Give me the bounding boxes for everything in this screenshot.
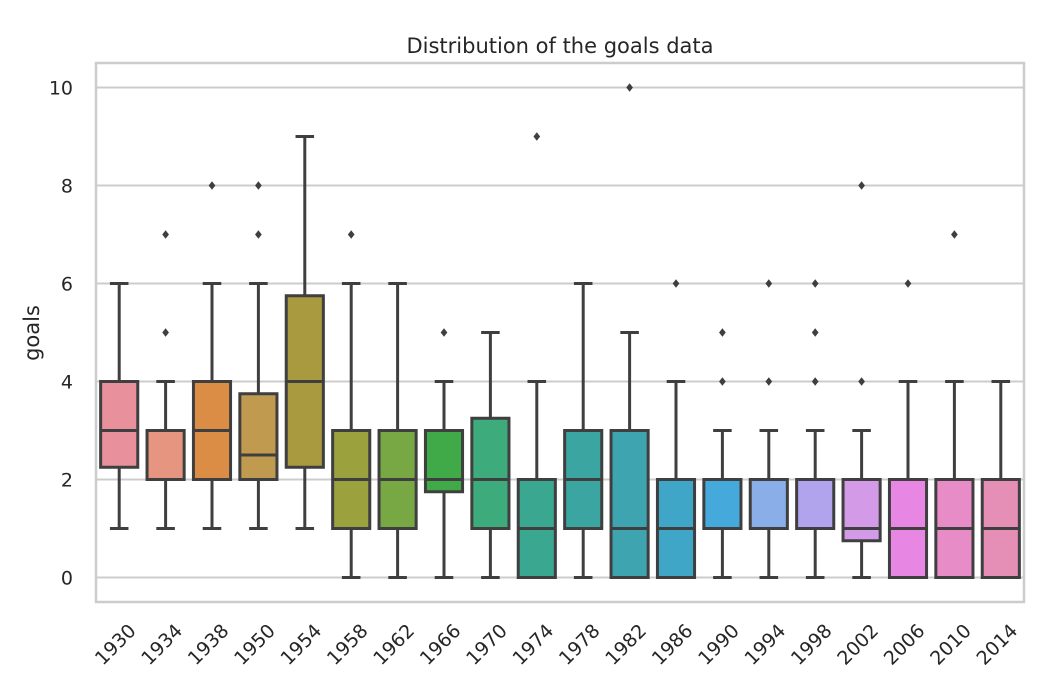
outlier-point bbox=[208, 181, 216, 190]
y-tick-label: 4 bbox=[61, 372, 73, 394]
x-tick-label: 1974 bbox=[508, 620, 558, 670]
x-tick-label: 1938 bbox=[184, 620, 234, 670]
box-body bbox=[470, 416, 511, 530]
outlier-point bbox=[811, 377, 819, 386]
y-tick-label: 8 bbox=[61, 176, 73, 198]
box-body bbox=[99, 380, 140, 469]
x-tick-label: 1958 bbox=[323, 620, 373, 670]
box-body bbox=[841, 478, 882, 543]
x-tick-label: 1970 bbox=[462, 620, 512, 670]
y-axis-label: goals bbox=[20, 305, 44, 361]
box-1970 bbox=[470, 331, 511, 579]
x-tick-label: 1954 bbox=[276, 620, 326, 670]
x-tick-label: 1962 bbox=[369, 620, 419, 670]
x-tick-label: 1998 bbox=[787, 620, 837, 670]
box-2002 bbox=[841, 181, 882, 579]
box-1954 bbox=[284, 135, 325, 530]
outlier-point bbox=[951, 230, 958, 239]
chart-title: Distribution of the goals data bbox=[406, 34, 713, 58]
outlier-point bbox=[811, 279, 819, 288]
outlier-point bbox=[858, 181, 865, 190]
box-2010 bbox=[934, 230, 975, 579]
box-1950 bbox=[238, 181, 279, 530]
x-tick-label: 2002 bbox=[833, 620, 883, 670]
outlier-point bbox=[626, 83, 633, 92]
box-body bbox=[702, 478, 743, 530]
outlier-point bbox=[347, 230, 355, 239]
box-body bbox=[795, 478, 836, 530]
box-1938 bbox=[191, 181, 233, 530]
box-1934 bbox=[145, 230, 186, 530]
outlier-point bbox=[255, 230, 262, 239]
x-tick-label: 1966 bbox=[416, 620, 466, 670]
box-2006 bbox=[887, 279, 929, 579]
box-1990 bbox=[702, 328, 743, 579]
y-tick-label: 10 bbox=[49, 78, 73, 100]
outlier-point bbox=[162, 230, 169, 239]
outlier-point bbox=[765, 279, 773, 288]
x-tick-label: 1978 bbox=[555, 620, 605, 670]
outlier-point bbox=[904, 279, 912, 288]
box-1962 bbox=[377, 282, 418, 579]
box-1986 bbox=[655, 279, 697, 579]
y-tick-label: 2 bbox=[61, 470, 73, 492]
x-tick-label: 1982 bbox=[601, 620, 651, 670]
x-tick-label: 1994 bbox=[740, 620, 790, 670]
outlier-point bbox=[672, 279, 680, 288]
y-tick-label: 0 bbox=[61, 568, 73, 590]
box-1998 bbox=[795, 279, 836, 579]
x-tick-label: 1990 bbox=[694, 620, 744, 670]
box-2014 bbox=[980, 380, 1021, 579]
outlier-point bbox=[719, 328, 726, 337]
outlier-point bbox=[440, 328, 448, 337]
x-tick-label: 1934 bbox=[137, 620, 187, 670]
y-axis-ticks: 0 2 4 6 8 10 bbox=[49, 78, 73, 590]
x-tick-label: 2010 bbox=[926, 620, 976, 670]
x-tick-label: 1986 bbox=[648, 620, 698, 670]
box-1982 bbox=[609, 83, 650, 579]
outlier-point bbox=[858, 377, 865, 386]
x-tick-label: 1930 bbox=[91, 620, 141, 670]
x-axis-ticks: 1930193419381950195419581962196619701974… bbox=[91, 620, 1022, 670]
box-1930 bbox=[99, 282, 140, 530]
box-body bbox=[748, 478, 789, 530]
outlier-point bbox=[719, 377, 726, 386]
box-body bbox=[238, 392, 279, 481]
x-tick-label: 2006 bbox=[880, 620, 930, 670]
box-1978 bbox=[563, 282, 604, 579]
x-tick-label: 1950 bbox=[230, 620, 280, 670]
box-body bbox=[609, 429, 650, 579]
outlier-point bbox=[255, 181, 262, 190]
outlier-point bbox=[811, 328, 819, 337]
box-1958 bbox=[331, 230, 372, 579]
grid-lines bbox=[96, 86, 1024, 579]
box-series bbox=[99, 83, 1021, 579]
box-body bbox=[423, 429, 465, 494]
box-body bbox=[145, 429, 186, 481]
outlier-point bbox=[162, 328, 169, 337]
box-1974 bbox=[516, 132, 557, 579]
plot-frame bbox=[94, 61, 1026, 604]
box-1966 bbox=[423, 328, 465, 579]
outlier-point bbox=[765, 377, 773, 386]
x-tick-label: 2014 bbox=[972, 620, 1022, 670]
y-tick-label: 6 bbox=[61, 274, 73, 296]
box-1994 bbox=[748, 279, 789, 579]
outlier-point bbox=[533, 132, 541, 141]
